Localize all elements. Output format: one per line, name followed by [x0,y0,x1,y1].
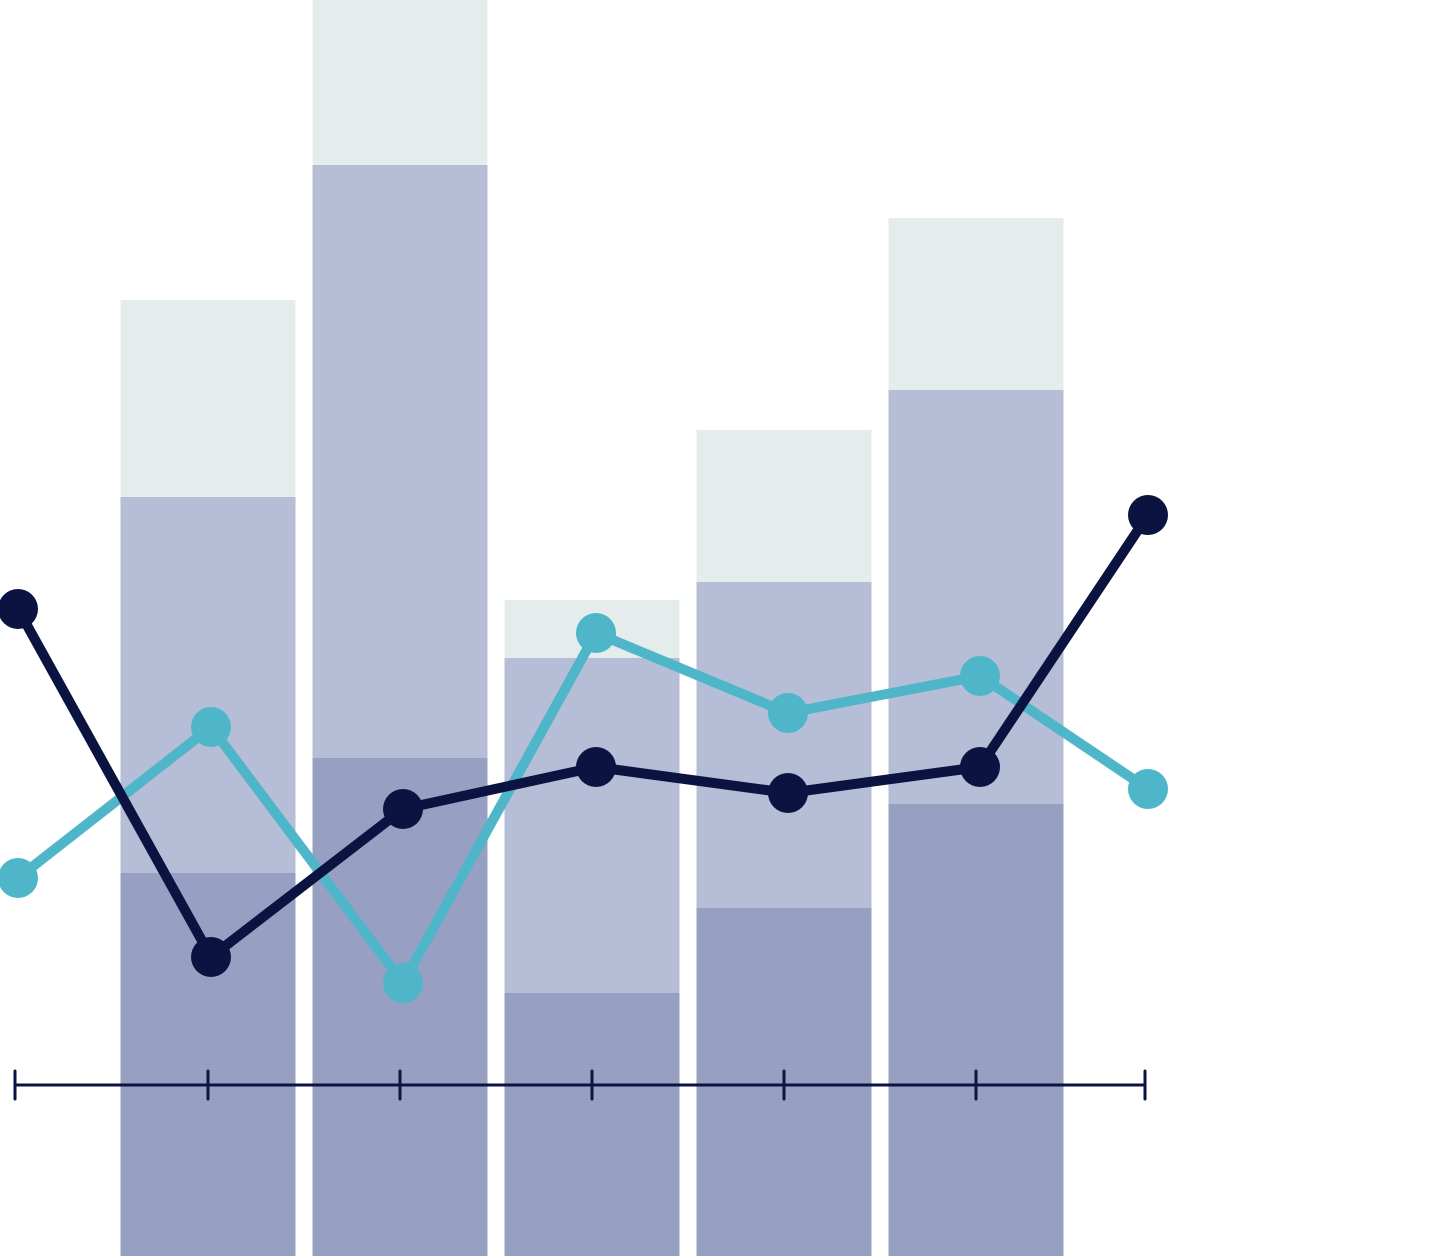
marker-series-navy-0 [0,589,38,629]
bar-3-seg-2 [697,430,872,582]
marker-series-cyan-5 [960,656,1000,696]
bar-4-seg-1 [889,390,1064,804]
marker-series-cyan-6 [1128,769,1168,809]
chart-svg [0,0,1440,1256]
bar-4-seg-2 [889,218,1064,390]
marker-series-navy-6 [1128,495,1168,535]
bar-1-seg-1 [313,165,488,758]
marker-series-navy-3 [576,747,616,787]
marker-series-cyan-2 [383,963,423,1003]
bar-0-seg-2 [121,300,296,497]
marker-series-cyan-3 [576,613,616,653]
bar-4-seg-0 [889,804,1064,1256]
bar-3-seg-1 [697,582,872,908]
marker-series-navy-1 [191,937,231,977]
bar-0-seg-0 [121,873,296,1256]
combo-chart [0,0,1440,1256]
bar-1-seg-2 [313,0,488,165]
marker-series-navy-5 [960,747,1000,787]
marker-series-navy-2 [383,789,423,829]
bar-1-seg-0 [313,758,488,1256]
bar-0-seg-1 [121,497,296,873]
marker-series-cyan-1 [191,707,231,747]
bar-2-seg-1 [505,658,680,993]
marker-series-cyan-4 [768,693,808,733]
bar-2-seg-0 [505,993,680,1256]
marker-series-navy-4 [768,773,808,813]
